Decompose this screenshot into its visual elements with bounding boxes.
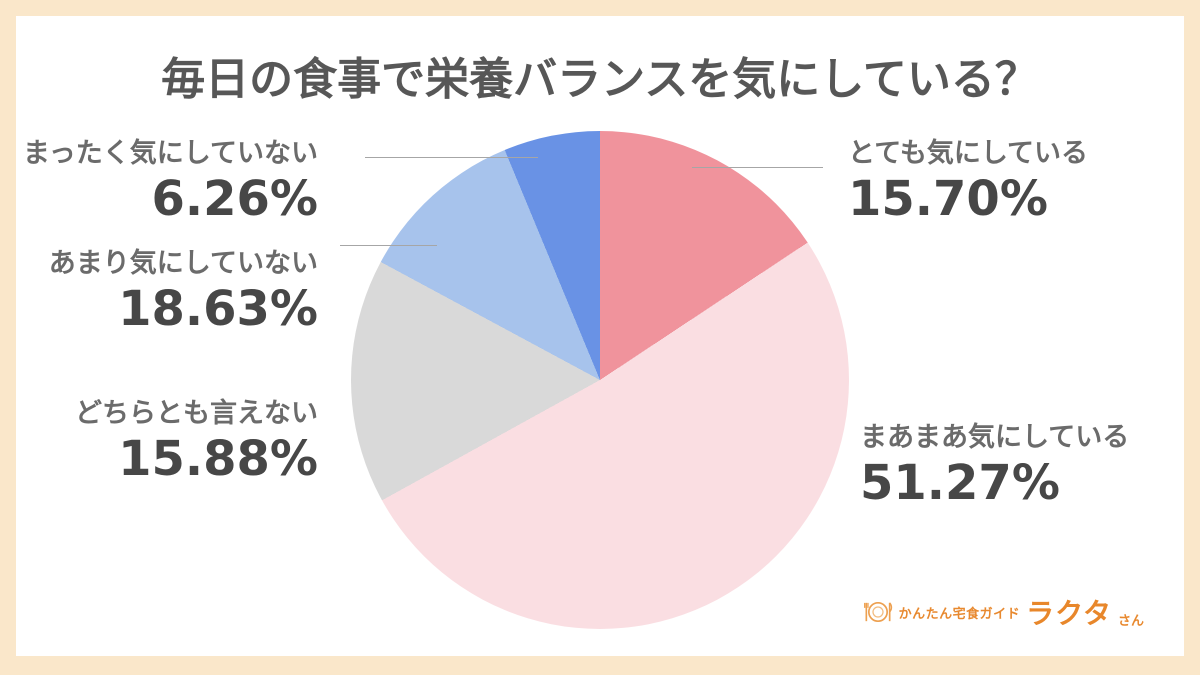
leader-line-totemo [692, 167, 823, 168]
callout-label: まったく気にしていない [22, 138, 318, 169]
chart-title: 毎日の食事で栄養バランスを気にしている？ [161, 54, 1039, 105]
callout-value: 51.27% [860, 455, 1060, 512]
callout-maamaa: まあまあ気にしている 51.27% [860, 422, 1129, 509]
logo-suffix-text: さん [1117, 614, 1144, 629]
callout-label: まあまあ気にしている [860, 422, 1130, 453]
callout-value: 6.26% [151, 171, 318, 228]
logo-brand-text: ラクタ [1026, 597, 1112, 630]
brand-logo: かんたん宅食ガイド ラクタ さん [863, 592, 1144, 632]
leader-line-amari [340, 245, 437, 246]
callout-value: 15.88% [118, 431, 318, 488]
callout-mattaku: まったく気にしていない 6.26% [23, 138, 318, 225]
callout-totemo: とても気にしている 15.70% [848, 138, 1088, 225]
pie-chart [351, 131, 849, 629]
chart-card: 毎日の食事で栄養バランスを気にしている？ とても気にしている 15.70% まあ… [16, 16, 1184, 656]
callout-value: 18.63% [118, 281, 318, 338]
callout-amari: あまり気にしていない 18.63% [49, 248, 318, 335]
callout-label: どちらとも言えない [75, 398, 318, 429]
plate-icon [863, 598, 893, 626]
callout-label: とても気にしている [848, 138, 1089, 169]
leader-line-mattaku [365, 157, 538, 158]
logo-guide-text: かんたん宅食ガイド [898, 606, 1021, 622]
callout-dochira: どちらとも言えない 15.88% [75, 398, 318, 485]
callout-value: 15.70% [848, 171, 1048, 228]
callout-label: あまり気にしていない [48, 248, 318, 279]
